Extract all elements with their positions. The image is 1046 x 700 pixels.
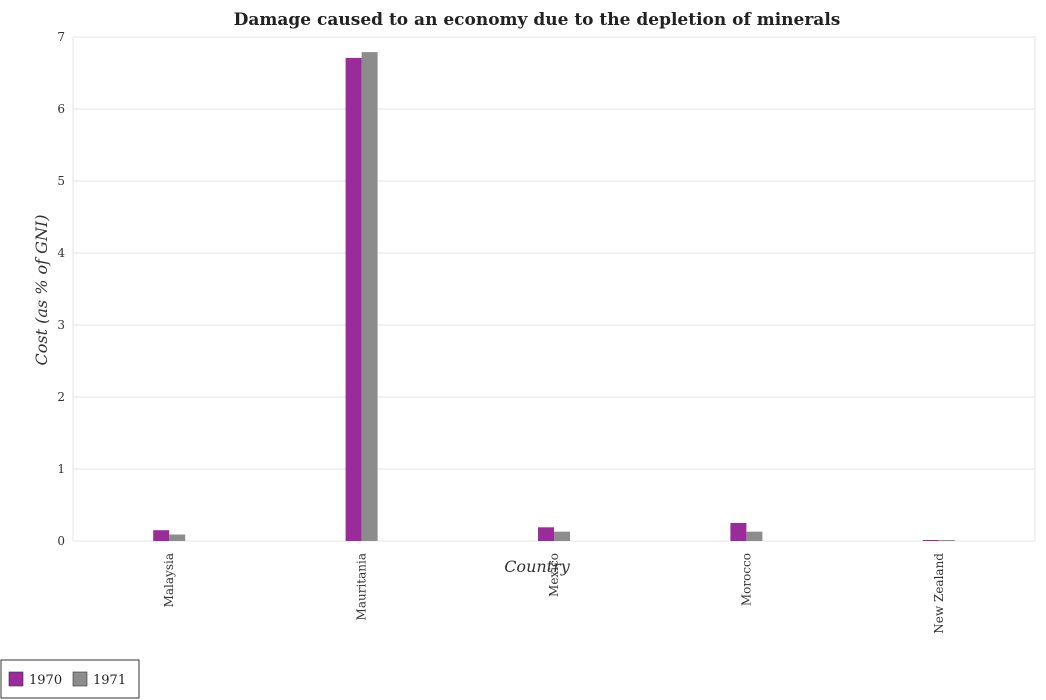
y-tick-label: 0 — [57, 534, 65, 548]
legend: 1970 1971 — [0, 659, 140, 699]
bar-1970-mexico — [538, 527, 554, 541]
y-tick-label: 2 — [57, 390, 65, 404]
legend-box — [0, 659, 140, 699]
legend-label: 1970 — [29, 673, 62, 688]
y-axis-label: Cost (as % of GNI) — [32, 215, 51, 366]
chart-title: Damage caused to an economy due to the d… — [234, 10, 841, 30]
bar-1971-mexico — [554, 531, 570, 541]
legend-label: 1971 — [93, 673, 126, 688]
x-tick-label: Malaysia — [162, 553, 176, 607]
y-tick-label: 6 — [57, 102, 65, 116]
bar-1970-malaysia — [153, 530, 170, 541]
grid-lines — [72, 36, 1036, 542]
y-tick-label: 7 — [57, 30, 65, 44]
bars — [153, 52, 955, 542]
y-axis-ticks: 0 1 2 3 4 5 6 7 — [57, 30, 65, 548]
y-tick-label: 1 — [57, 462, 65, 476]
x-tick-label: Morocco — [739, 553, 753, 606]
x-axis-label: Country — [504, 557, 571, 576]
legend-swatch — [8, 671, 24, 687]
x-axis-ticks: Malaysia Mauritania Mexico Morocco New Zeala… — [162, 553, 946, 634]
bar-1971-mauritania — [361, 52, 378, 542]
bar-1970-mauritania — [345, 57, 362, 541]
y-tick-label: 4 — [57, 246, 65, 260]
bar-1970-morocco — [730, 523, 747, 541]
bar-1971-malaysia — [169, 534, 186, 541]
x-tick-label: Mexico — [547, 553, 561, 597]
bar-1970-new-zealand — [922, 540, 939, 541]
legend-swatch — [72, 671, 88, 687]
bar-1971-new-zealand — [938, 540, 955, 541]
y-tick-label: 5 — [57, 174, 65, 188]
x-tick-label: Mauritania — [355, 553, 369, 620]
bar-1971-morocco — [746, 531, 763, 541]
x-tick-label: New Zealand — [932, 553, 946, 634]
y-tick-label: 3 — [57, 318, 65, 332]
